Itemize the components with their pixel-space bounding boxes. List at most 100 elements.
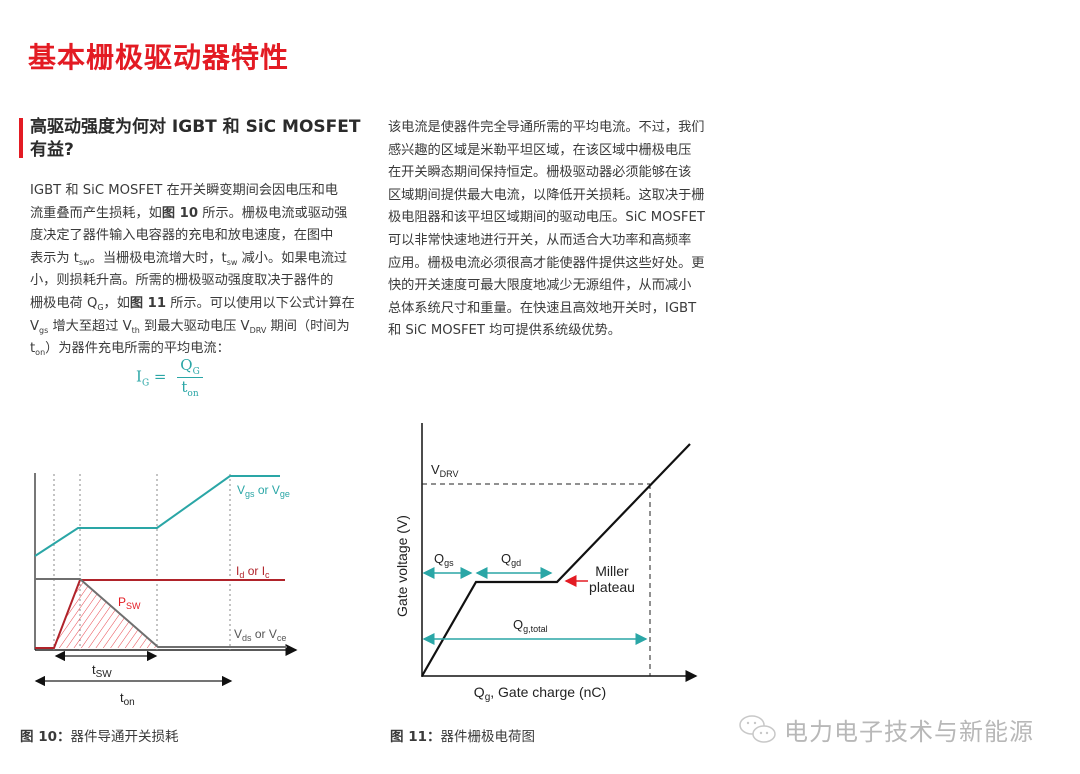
paragraph-line: 表示为 tsw。当栅极电流增大时，tsw 减小。如果电流过 — [30, 248, 355, 271]
figure-11-caption: 图 11：器件栅极电荷图 — [390, 725, 535, 745]
label-psw: PSW — [118, 595, 141, 611]
text-run: 栅极电荷 Q — [30, 295, 98, 311]
paragraph-line: Vgs 增大至超过 Vth 到最大驱动电压 VDRV 期间（时间为 — [30, 316, 355, 339]
text-run: V — [30, 318, 40, 334]
paragraph-line: 度决定了器件输入电容器的充电和放电速度，在图中 — [30, 225, 355, 248]
text-run: 快的开关速度可最大限度地减少无源组件，从而减小 — [388, 278, 692, 294]
vds-curve — [35, 578, 287, 648]
subscript: sw — [226, 257, 238, 267]
label-id: Id or Ic — [236, 564, 270, 580]
text-run: 。当栅极电流增大时，t — [89, 250, 227, 266]
den-main: t — [181, 378, 188, 396]
label-ton: ton — [120, 690, 135, 708]
label-plateau: plateau — [589, 579, 635, 595]
paragraph-line: 总体系统尺寸和重量。在快速且高效地开关时，IGBT — [388, 297, 705, 320]
num-main: Q — [180, 356, 193, 374]
section-heading-line: 高驱动强度为何对 IGBT 和 SiC MOSFET — [30, 117, 361, 137]
paragraph-line: 快的开关速度可最大限度地减少无源组件，从而减小 — [388, 274, 705, 297]
subscript: gs — [39, 325, 49, 335]
label-vds: Vds or Vce — [234, 627, 286, 643]
formula-lhs-sub: G — [141, 378, 150, 389]
text-run: 到最大驱动电压 V — [139, 318, 250, 334]
subscript: on — [35, 348, 46, 358]
label-qgd: Qgd — [501, 551, 521, 568]
subscript: DRV — [249, 325, 267, 335]
figure-10-caption: 图 10：器件导通开关损耗 — [20, 725, 179, 745]
label-vgs: Vgs or Vge — [237, 483, 290, 499]
psw-hatched-area — [54, 580, 158, 648]
text-run: 区域期间提供最大电流，以降低开关损耗。这取决于栅 — [388, 187, 705, 203]
text-run: 小，则损耗升高。所需的栅极驱动强度取决于器件的 — [30, 273, 334, 289]
x-axis-label: Qg, Gate charge (nC) — [474, 684, 606, 703]
paragraph-line: ton）为器件充电所需的平均电流： — [30, 338, 355, 361]
text-run: 感兴趣的区域是米勒平坦区域，在该区域中栅极电压 — [388, 142, 692, 158]
text-run: 极电阻器和该平坦区域期间的驱动电压。SiC MOSFET — [388, 210, 705, 226]
figure-reference: 图 11 — [129, 295, 167, 311]
text-run: 所示。可以使用以下公式计算在 — [166, 295, 355, 311]
label-qtotal: Qg,total — [513, 617, 548, 634]
caption-text: 器件导通开关损耗 — [70, 729, 179, 745]
paragraph-line: 和 SiC MOSFET 均可提供系统级优势。 — [388, 319, 705, 342]
paragraph-line: IGBT 和 SiC MOSFET 在开关瞬变期间会因电压和电 — [30, 180, 355, 203]
section-heading: 高驱动强度为何对 IGBT 和 SiC MOSFET 有益? — [30, 116, 361, 162]
paragraph-line: 感兴趣的区域是米勒平坦区域，在该区域中栅极电压 — [388, 139, 705, 162]
watermark-text: 电力电子技术与新能源 — [784, 718, 1034, 746]
text-run: t — [30, 341, 36, 357]
vgs-curve — [34, 475, 280, 557]
text-run: 表示为 t — [30, 250, 79, 266]
paragraph-line: 极电阻器和该平坦区域期间的驱动电压。SiC MOSFET — [388, 206, 705, 229]
text-run: 度决定了器件输入电容器的充电和放电速度，在图中 — [30, 228, 334, 244]
paragraph-line: 在开关瞬态期间保持恒定。栅极驱动器必须能够在该 — [388, 161, 705, 184]
subscript: sw — [78, 257, 90, 267]
id-curve — [35, 579, 285, 649]
wechat-icon — [739, 714, 776, 743]
text-run: 可以非常快速地进行开关，从而适合大功率和高频率 — [388, 232, 692, 248]
gate-charge-curve — [421, 443, 691, 677]
right-paragraph: 该电流是使器件完全导通所需的平均电流。不过，我们 感兴趣的区域是米勒平坦区域，在该… — [388, 116, 705, 342]
figure-10-switching-loss: Vgs or Vge Id or Ic PSW Vds or Vce tSW t… — [34, 473, 298, 708]
watermark: 电力电子技术与新能源 — [738, 712, 1034, 747]
left-paragraph: IGBT 和 SiC MOSFET 在开关瞬变期间会因电压和电流重叠而产生损耗，… — [30, 180, 355, 361]
formula-equals: = — [149, 367, 167, 386]
text-run: 增大至超过 V — [48, 318, 132, 334]
page-title: 基本栅极驱动器特性 — [28, 41, 290, 74]
formula-lhs: I — [136, 367, 142, 386]
text-run: 在开关瞬态期间保持恒定。栅极驱动器必须能够在该 — [388, 165, 692, 181]
figure-reference: 图 10 — [161, 205, 199, 221]
den-sub: on — [187, 389, 199, 399]
caption-text: 器件栅极电荷图 — [440, 729, 536, 745]
text-run: 期间（时间为 — [266, 318, 350, 334]
subscript: th — [131, 325, 140, 335]
gate-current-formula: IG = QG ton — [136, 356, 203, 399]
formula-denominator: ton — [177, 378, 203, 399]
num-sub: G — [192, 367, 200, 377]
label-qgs: Qgs — [434, 551, 454, 568]
text-run: ）为器件充电所需的平均电流： — [45, 341, 230, 357]
paragraph-line: 区域期间提供最大电流，以降低开关损耗。这取决于栅 — [388, 184, 705, 207]
paragraph-line: 流重叠而产生损耗，如图 10 所示。栅极电流或驱动强 — [30, 203, 355, 226]
caption-prefix: 图 11： — [390, 729, 441, 745]
text-run: ，如 — [103, 295, 130, 311]
text-run: 应用。栅极电流必须很高才能使器件提供这些好处。更 — [388, 255, 705, 271]
figure-11-gate-charge: VDRV Qgs Qgd Qg,total Miller plateau Gat… — [394, 423, 698, 703]
text-run: 总体系统尺寸和重量。在快速且高效地开关时，IGBT — [388, 300, 697, 316]
label-miller: Miller — [595, 563, 629, 579]
text-run: 所示。栅极电流或驱动强 — [198, 205, 348, 221]
paragraph-line: 应用。栅极电流必须很高才能使器件提供这些好处。更 — [388, 252, 705, 275]
caption-prefix: 图 10： — [20, 729, 71, 745]
y-axis-label: Gate voltage (V) — [394, 515, 410, 617]
text-run: 该电流是使器件完全导通所需的平均电流。不过，我们 — [388, 120, 705, 135]
paragraph-line: 栅极电荷 QG，如图 11 所示。可以使用以下公式计算在 — [30, 293, 355, 316]
paragraph-line: 可以非常快速地进行开关，从而适合大功率和高频率 — [388, 229, 705, 252]
label-tsw: tSW — [92, 662, 112, 680]
label-vdrv: VDRV — [431, 462, 459, 479]
text-run: 减小。如果电流过 — [237, 250, 348, 266]
paragraph-line: 该电流是使器件完全导通所需的平均电流。不过，我们 — [388, 116, 705, 139]
paragraph-line: 小，则损耗升高。所需的栅极驱动强度取决于器件的 — [30, 270, 355, 293]
text-run: IGBT 和 SiC MOSFET 在开关瞬变期间会因电压和电 — [30, 183, 338, 198]
formula-fraction: QG ton — [177, 356, 203, 399]
section-heading-line: 有益? — [30, 140, 74, 160]
text-run: 和 SiC MOSFET 均可提供系统级优势。 — [388, 323, 621, 339]
formula-numerator: QG — [177, 356, 203, 378]
